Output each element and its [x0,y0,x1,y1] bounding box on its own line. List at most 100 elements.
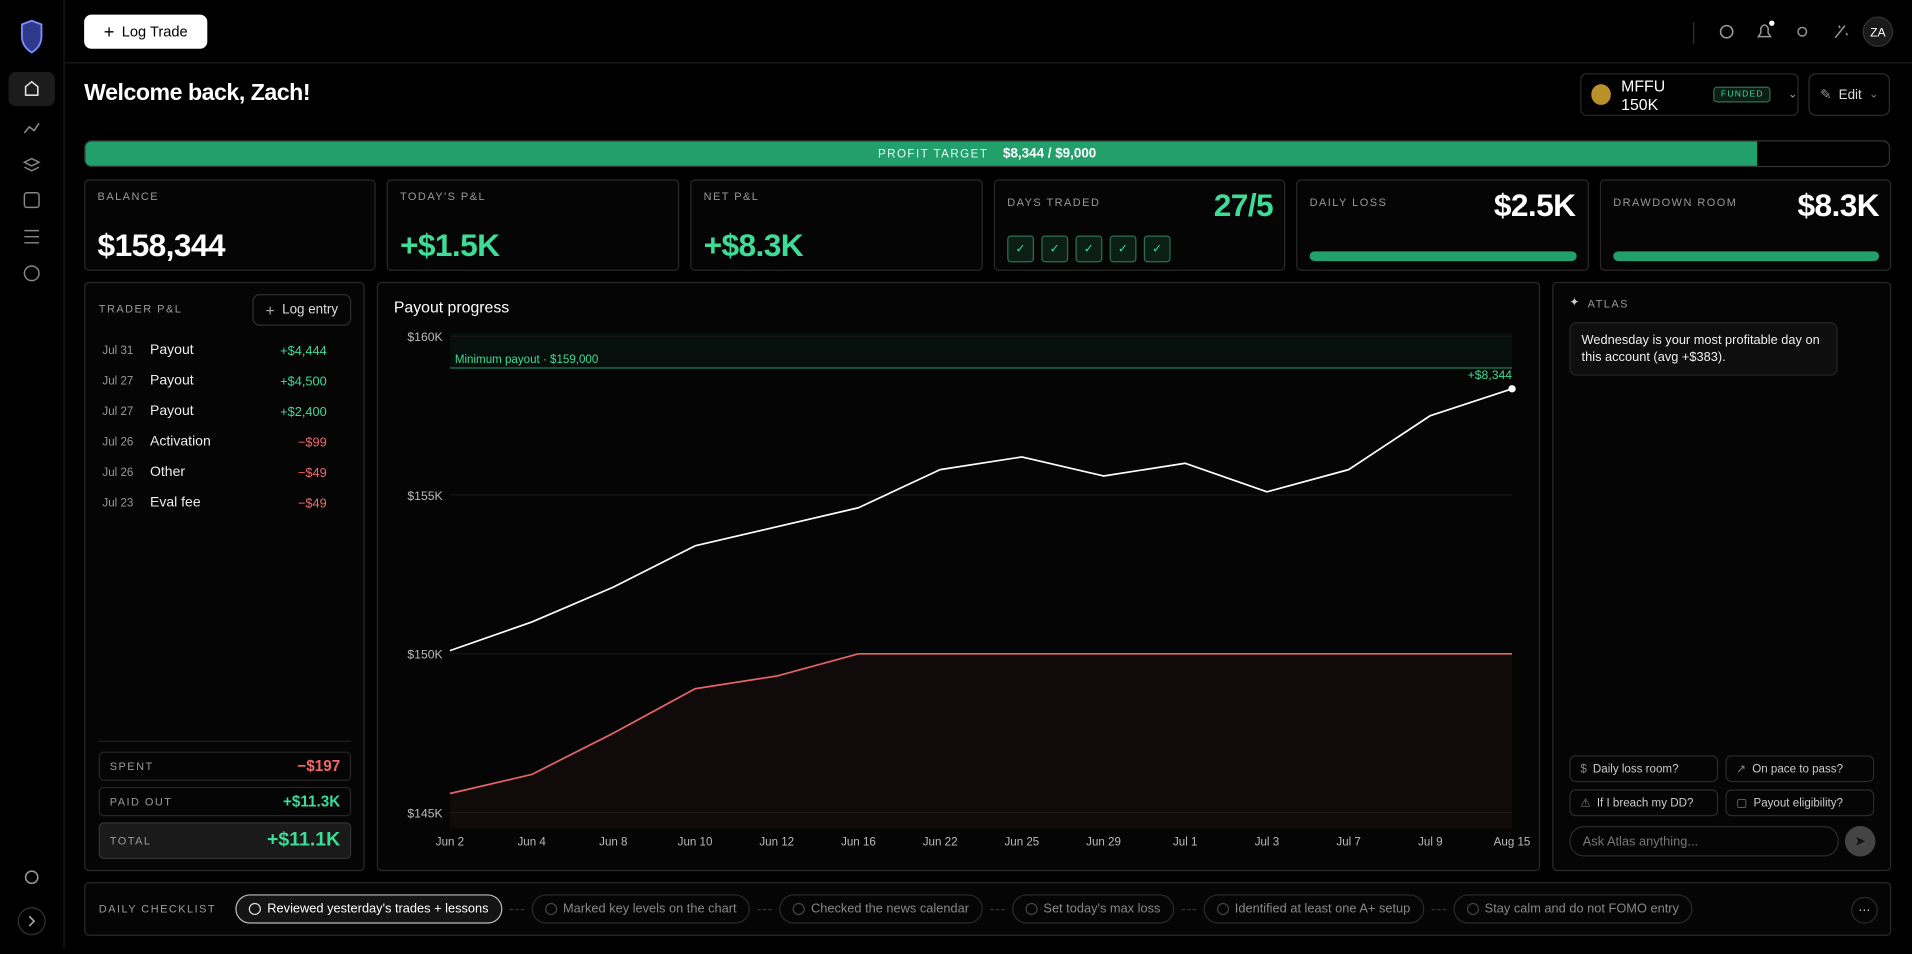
pnl-row: Jul 27 Payout +$2,400 [85,400,364,424]
profit-target-label: PROFIT TARGET [877,147,989,161]
y-tick-label: $150K [407,648,442,662]
pnl-row: Jul 23 Eval fee −$49 [85,492,364,516]
summary-label: PAID OUT [109,795,173,808]
magic[interactable] [1834,25,1849,39]
stat-label: DAYS TRADED [1007,196,1101,209]
pnl-date: Jul 31 [102,344,134,358]
x-tick-label: Jul 7 [1336,837,1360,849]
checklist-item[interactable]: Stay calm and do not FOMO entry [1452,894,1693,924]
summary-value: +$11.1K [266,829,341,851]
atlas-panel: ✦ ATLAS Wednesday is your most profitabl… [1552,281,1892,872]
payout-chart: Payout progress $145K $150K $155K $160K Mini… [394,299,1531,849]
refresh[interactable] [1719,24,1734,39]
atlas-input[interactable]: Ask Atlas anything... [1569,826,1839,857]
notifications[interactable] [1756,24,1772,38]
stat-card: NET P&L +$8.3K [690,179,983,271]
x-tick-label: Jun 8 [599,837,627,849]
stat-label: BALANCE [97,190,160,203]
nav-settings[interactable] [24,870,39,885]
stat-label: TODAY'S P&L [399,190,487,203]
trader-pnl-panel: TRADER P&L + Log entry Jul 31 Payout +$4,44… [84,281,365,872]
x-tick-label: Jul 9 [1418,837,1442,849]
atlas-suggestion[interactable]: ⚠ If I breach my DD? [1569,789,1719,817]
checklist-item[interactable]: Identified at least one A+ setup [1203,894,1424,924]
stat-label: NET P&L [703,190,760,203]
x-tick-label: Jul 1 [1173,837,1197,849]
pnl-amount: +$2,400 [280,405,327,420]
stat-card: TODAY'S P&L +$1.5K [386,179,680,271]
y-tick-label: $155K [407,489,442,503]
pnl-row: Jul 31 Payout +$4,444 [85,339,364,363]
pnl-type: Payout [149,403,194,419]
pnl-type: Payout [149,373,194,388]
atlas-message: Wednesday is your most profitable day on… [1569,322,1838,376]
stat-value: 27/5 [1213,186,1274,224]
min-payout-zone [449,333,1513,369]
profit-target-fill [85,141,1758,166]
pnl-row: Jul 26 Activation −$99 [85,431,364,455]
nav-layers[interactable] [22,157,41,172]
stat-value: +$8.3K [703,226,804,264]
more-button[interactable]: ⋯ [1851,896,1878,924]
stat-card: BALANCE $158,344 [84,179,376,271]
welcome-title: Welcome back, Zach! [84,80,311,107]
min-payout-label: Minimum payout · $159,000 [455,354,598,366]
theme[interactable] [1797,26,1808,37]
edit-button[interactable]: ✎ Edit ⌄ [1808,73,1891,116]
day-check: ✓ [1041,235,1069,263]
account-selector[interactable]: MFFU 150K FUNDED ⌄ [1580,73,1799,116]
x-tick-label: Jun 2 [436,837,464,849]
atlas-suggestion[interactable]: ↗ On pace to pass? [1725,755,1875,783]
nav-list[interactable] [24,229,40,244]
log-trade-button[interactable]: + Log Trade [84,14,208,49]
pnl-amount: −$49 [297,466,327,481]
pnl-amount: −$99 [297,435,327,451]
pnl-row: Jul 27 Payout +$4,500 [85,370,364,394]
summary-label: SPENT [109,760,154,773]
checklist-item[interactable]: Marked key levels on the chart [531,894,751,924]
avatar[interactable] [1862,16,1894,47]
stat-value: +$1.5K [399,226,500,264]
connector [989,908,1005,910]
pnl-type: Other [149,464,186,480]
sidebar-icons [8,19,55,936]
collapse[interactable] [17,907,46,936]
nav-calendar[interactable] [23,192,40,209]
checklist-panel: DAILY CHECKLIST Reviewed yesterday's tra… [84,882,1892,936]
stat-card: DAILY LOSS $2.5K [1296,179,1589,271]
pnl-type: Payout [149,342,194,358]
pnl-amount: +$4,444 [280,344,327,359]
atlas-title: ATLAS [1587,297,1629,310]
suggestion-label: On pace to pass? [1752,761,1844,776]
atlas-suggestion[interactable]: $ Daily loss room? [1569,755,1719,783]
log-entry-button[interactable]: + Log entry [252,294,352,326]
stat-value: $8.3K [1797,186,1880,224]
profit-target-value: $8,344 / $9,000 [1003,146,1097,162]
x-tick-label: Jun 16 [841,837,876,849]
pnl-amount: +$4,500 [280,374,327,390]
connector [1431,908,1446,910]
x-tick-label: Jun 25 [1004,837,1039,849]
pnl-amount: −$49 [297,496,327,512]
end-point [1508,385,1516,393]
stat-label: DAILY LOSS [1309,196,1388,209]
nav-target[interactable] [23,265,40,282]
nav-chart[interactable] [23,122,40,134]
x-tick-label: Jul 3 [1255,837,1279,849]
pnl-date: Jul 26 [102,466,134,480]
checklist-title: DAILY CHECKLIST [98,902,217,916]
checklist-label: Checked the news calendar [810,901,970,917]
edit-label: Edit [1838,87,1862,102]
chart-title: Payout progress [394,299,509,316]
checklist-item[interactable]: Checked the news calendar [779,894,983,924]
stat-value: $158,344 [97,226,226,264]
checklist-item[interactable]: Reviewed yesterday's trades + lessons [235,894,502,924]
checklist-item[interactable]: Set today's max loss [1011,894,1174,924]
series-area [449,653,1513,829]
nav-home[interactable] [8,71,55,107]
stat-card: DRAWDOWN ROOM $8.3K [1599,179,1892,271]
checklist-label: Set today's max loss [1043,901,1161,917]
send-button[interactable]: ➤ [1844,826,1876,857]
atlas-suggestion[interactable]: ▢ Payout eligibility? [1725,789,1875,817]
